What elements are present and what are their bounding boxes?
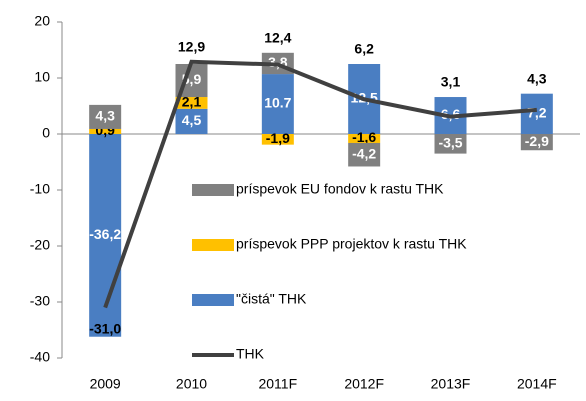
y-tick-label: 0 — [42, 125, 50, 141]
bar-label: 4,3 — [95, 108, 115, 124]
bar — [175, 97, 208, 109]
line-label: 12,9 — [178, 38, 205, 54]
legend-swatch — [192, 294, 234, 306]
legend-label: príspevok PPP projektov k rastu THK — [236, 236, 467, 252]
x-tick-label: 2014F — [517, 376, 557, 392]
bar — [89, 128, 122, 134]
bar — [348, 134, 381, 143]
bar — [175, 108, 208, 134]
legend-label: THK — [236, 346, 265, 362]
x-tick-label: 2010 — [176, 376, 207, 392]
line-label: 4,3 — [527, 70, 547, 86]
x-tick-label: 2011F — [258, 376, 297, 392]
y-tick-label: -40 — [30, 349, 50, 365]
bar — [261, 74, 294, 134]
bar — [261, 134, 294, 145]
x-tick-label: 2009 — [90, 376, 121, 392]
bar — [89, 104, 122, 129]
bar — [348, 142, 381, 167]
bar — [520, 93, 553, 134]
y-tick-label: -30 — [30, 293, 50, 309]
x-tick-label: 2013F — [431, 376, 471, 392]
bar-label: -2,9 — [525, 133, 549, 149]
bar-label: -3,5 — [438, 135, 462, 151]
line-label: 6,2 — [354, 41, 374, 57]
x-tick-label: 2012F — [344, 376, 384, 392]
bar — [434, 134, 467, 154]
line — [103, 59, 537, 309]
line-label: -31,0 — [89, 320, 121, 336]
bar-label: -36,2 — [89, 226, 121, 242]
bar-label: -1,9 — [266, 130, 290, 146]
legend-label: príspevok EU fondov k rastu THK — [236, 181, 444, 197]
line-label: 3,1 — [441, 74, 461, 90]
bar-label: -1,6 — [352, 129, 376, 145]
legend-swatch — [192, 184, 234, 196]
y-tick-label: -10 — [30, 181, 50, 197]
bar-label: 4,5 — [182, 112, 202, 128]
line-label: 12,4 — [264, 30, 291, 46]
y-tick-label: -20 — [30, 237, 50, 253]
legend-label: "čistá" THK — [236, 291, 307, 307]
bar-label: -4,2 — [352, 145, 376, 161]
bar — [520, 134, 553, 151]
y-tick-label: 10 — [34, 69, 50, 85]
bar-label: 7,2 — [527, 105, 547, 121]
legend-swatch — [192, 239, 234, 251]
bar-label: 10.7 — [264, 95, 291, 111]
y-tick-label: 20 — [34, 13, 50, 29]
bar-label: 2,1 — [182, 94, 202, 110]
